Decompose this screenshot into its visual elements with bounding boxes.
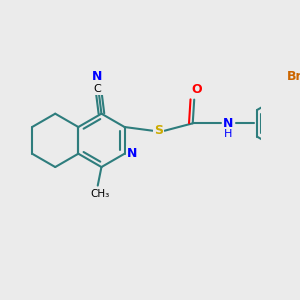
- Text: N: N: [223, 117, 233, 130]
- Text: O: O: [191, 83, 202, 96]
- Text: N: N: [92, 70, 102, 83]
- Text: H: H: [224, 129, 232, 140]
- Text: Br: Br: [286, 70, 300, 83]
- Text: S: S: [154, 124, 163, 137]
- Text: CH₃: CH₃: [90, 190, 110, 200]
- Text: N: N: [127, 147, 137, 160]
- Text: C: C: [94, 84, 102, 94]
